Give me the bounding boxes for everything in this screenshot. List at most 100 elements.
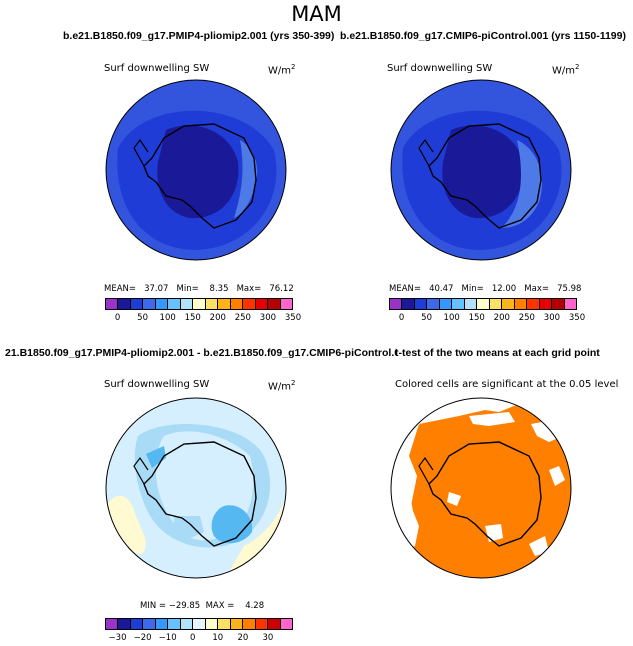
- colorbar-swatch: [427, 299, 440, 309]
- colorbar-tick-label: 20: [237, 633, 249, 643]
- antarctica-coastline: [428, 123, 542, 229]
- units-label-picontrol: W/m2: [552, 63, 580, 77]
- colorbar-swatch: [502, 299, 515, 309]
- colorbar-swatch: [130, 619, 144, 629]
- units-label-difference: W/m2: [268, 379, 296, 393]
- colorbar-difference: [105, 618, 293, 630]
- colorbar-tick-label: 30: [262, 633, 274, 643]
- colorbar-tick-label: −30: [108, 633, 127, 643]
- colorbar-swatch: [218, 299, 231, 309]
- colorbar-swatch: [155, 619, 169, 629]
- colorbar-swatch: [527, 299, 540, 309]
- map-pliomip: [105, 79, 287, 261]
- colorbar-ticks-difference: −30 −20 −10 0 10 20 30: [105, 633, 293, 645]
- figure-title: MAM: [291, 2, 342, 26]
- colorbar-tick-label: 200: [493, 313, 510, 323]
- colorbar-swatch: [452, 299, 465, 309]
- colorbar-swatch: [168, 619, 181, 629]
- variable-label-picontrol: Surf downwelling SW: [387, 63, 493, 74]
- interior-shading: [442, 125, 524, 219]
- colorbar-swatch: [180, 299, 194, 309]
- colorbar-tick-label: 0: [190, 633, 196, 643]
- colorbar-swatch: [193, 619, 206, 629]
- colorbar-swatch: [539, 299, 553, 309]
- colorbar-tick-label: −10: [158, 633, 177, 643]
- colorbar-pliomip: [105, 298, 293, 310]
- map-picontrol: [390, 79, 572, 261]
- significant-cells: [391, 398, 571, 578]
- panel-title-ttest: t-test of the two means at each grid poi…: [395, 347, 600, 359]
- colorbar-swatch: [205, 299, 219, 309]
- colorbar-swatch: [155, 299, 169, 309]
- colorbar-tick-label: 300: [543, 313, 561, 323]
- colorbar-tick-label: 250: [518, 313, 535, 323]
- colorbar-tick-label: 150: [184, 313, 201, 323]
- colorbar-swatch: [230, 299, 244, 309]
- significance-note: Colored cells are significant at the 0.0…: [395, 379, 619, 390]
- interior-shading: [157, 125, 239, 219]
- colorbar-picontrol: [389, 298, 577, 310]
- colorbar-swatch: [193, 299, 206, 309]
- colorbar-swatch: [280, 619, 293, 629]
- colorbar-swatch: [477, 299, 490, 309]
- colorbar-tick-label: 250: [234, 313, 251, 323]
- variable-label-pliomip: Surf downwelling SW: [104, 63, 210, 74]
- colorbar-ticks-pliomip: 0 50 100 150 200 250 300 350: [105, 313, 301, 325]
- colorbar-tick-label: 100: [443, 313, 460, 323]
- units-label-pliomip: W/m2: [268, 63, 296, 77]
- colorbar-tick-label: 150: [468, 313, 485, 323]
- antarctica-coastline: [428, 441, 542, 547]
- colorbar-tick-label: 200: [209, 313, 226, 323]
- variable-label-difference: Surf downwelling SW: [104, 379, 210, 390]
- colorbar-swatch: [552, 299, 565, 309]
- colorbar-tick-label: 10: [212, 633, 224, 643]
- colorbar-swatch: [489, 299, 503, 309]
- colorbar-swatch: [243, 299, 256, 309]
- colorbar-swatch: [180, 619, 194, 629]
- antarctica-coastline: [143, 441, 257, 547]
- colorbar-swatch: [230, 619, 244, 629]
- colorbar-tick-label: 0: [398, 313, 405, 323]
- colorbar-swatch: [106, 619, 119, 629]
- colorbar-swatch: [268, 619, 281, 629]
- colorbar-tick-label: 0: [114, 313, 121, 323]
- map-significance: [390, 397, 572, 579]
- colorbar-swatch: [218, 619, 231, 629]
- colorbar-tick-label: 100: [159, 313, 176, 323]
- colorbar-tick-label: 350: [284, 313, 302, 323]
- panel-title-picontrol: b.e21.B1850.f09_g17.CMIP6-piControl.001 …: [340, 30, 626, 42]
- colorbar-swatch: [143, 619, 156, 629]
- colorbar-swatch: [118, 619, 131, 629]
- antarctica-coastline: [143, 123, 257, 229]
- colorbar-swatch: [255, 299, 269, 309]
- colorbar-swatch: [514, 299, 528, 309]
- stats-difference: MIN = −29.85 MAX = 4.28: [140, 601, 265, 611]
- colorbar-swatch: [143, 299, 156, 309]
- panel-title-difference: 21.B1850.f09_g17.PMIP4-pliomip2.001 - b.…: [5, 347, 397, 359]
- colorbar-swatch: [464, 299, 478, 309]
- colorbar-tick-label: 50: [137, 313, 149, 323]
- colorbar-tick-label: 50: [421, 313, 433, 323]
- colorbar-tick-label: 300: [259, 313, 277, 323]
- colorbar-tick-label: −20: [133, 633, 152, 643]
- colorbar-swatch: [564, 299, 577, 309]
- colorbar-swatch: [402, 299, 415, 309]
- colorbar-ticks-picontrol: 0 50 100 150 200 250 300 350: [389, 313, 585, 325]
- panel-title-pliomip: b.e21.B1850.f09_g17.PMIP4-pliomip2.001 (…: [63, 30, 335, 42]
- stats-pliomip: MEAN= 37.07 Min= 8.35 Max= 76.12: [104, 284, 294, 294]
- colorbar-tick-label: 350: [568, 313, 586, 323]
- colorbar-swatch: [106, 299, 119, 309]
- colorbar-swatch: [414, 299, 428, 309]
- map-difference: [105, 397, 287, 579]
- colorbar-swatch: [130, 299, 144, 309]
- colorbar-swatch: [168, 299, 181, 309]
- colorbar-swatch: [439, 299, 453, 309]
- colorbar-swatch: [390, 299, 403, 309]
- colorbar-swatch: [118, 299, 131, 309]
- colorbar-swatch: [268, 299, 281, 309]
- colorbar-swatch: [280, 299, 293, 309]
- stats-picontrol: MEAN= 40.47 Min= 12.00 Max= 75.98: [389, 284, 582, 294]
- colorbar-swatch: [243, 619, 256, 629]
- colorbar-swatch: [255, 619, 269, 629]
- colorbar-swatch: [205, 619, 219, 629]
